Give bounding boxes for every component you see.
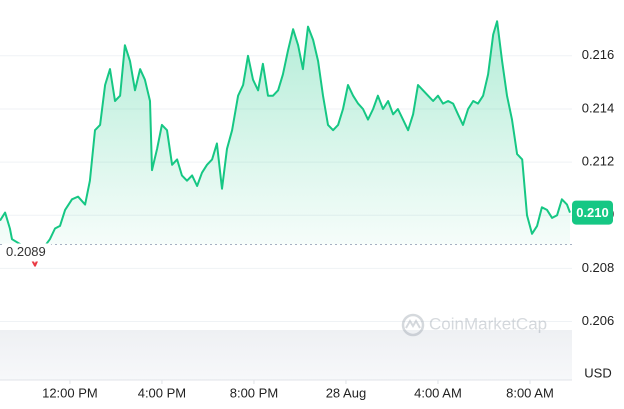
x-tick-label: 12:00 PM bbox=[42, 385, 98, 400]
y-tick-label: 0.206 bbox=[582, 313, 615, 328]
price-tag-label: 0.210 bbox=[576, 205, 609, 220]
watermark-text: CoinMarketCap bbox=[429, 314, 547, 333]
price-area bbox=[0, 21, 570, 266]
x-tick-label: 8:00 AM bbox=[506, 385, 554, 400]
y-unit: USD bbox=[584, 365, 611, 380]
price-line bbox=[0, 20, 571, 267]
y-tick-label: 0.208 bbox=[582, 260, 615, 275]
y-tick-label: 0.216 bbox=[582, 47, 615, 62]
baseline-label-bg bbox=[2, 243, 52, 262]
watermark: CoinMarketCap bbox=[401, 313, 547, 337]
price-tag bbox=[572, 200, 613, 225]
baseline-label: 0.2089 bbox=[6, 244, 46, 259]
y-tick-label: 0.214 bbox=[582, 100, 615, 115]
x-tick-label: 4:00 PM bbox=[138, 385, 186, 400]
x-tick-label: 4:00 AM bbox=[414, 385, 462, 400]
volume-area bbox=[0, 330, 572, 380]
x-tick-label: 28 Aug bbox=[326, 385, 367, 400]
y-tick-label: 0.212 bbox=[582, 154, 615, 169]
x-tick-label: 8:00 PM bbox=[230, 385, 278, 400]
